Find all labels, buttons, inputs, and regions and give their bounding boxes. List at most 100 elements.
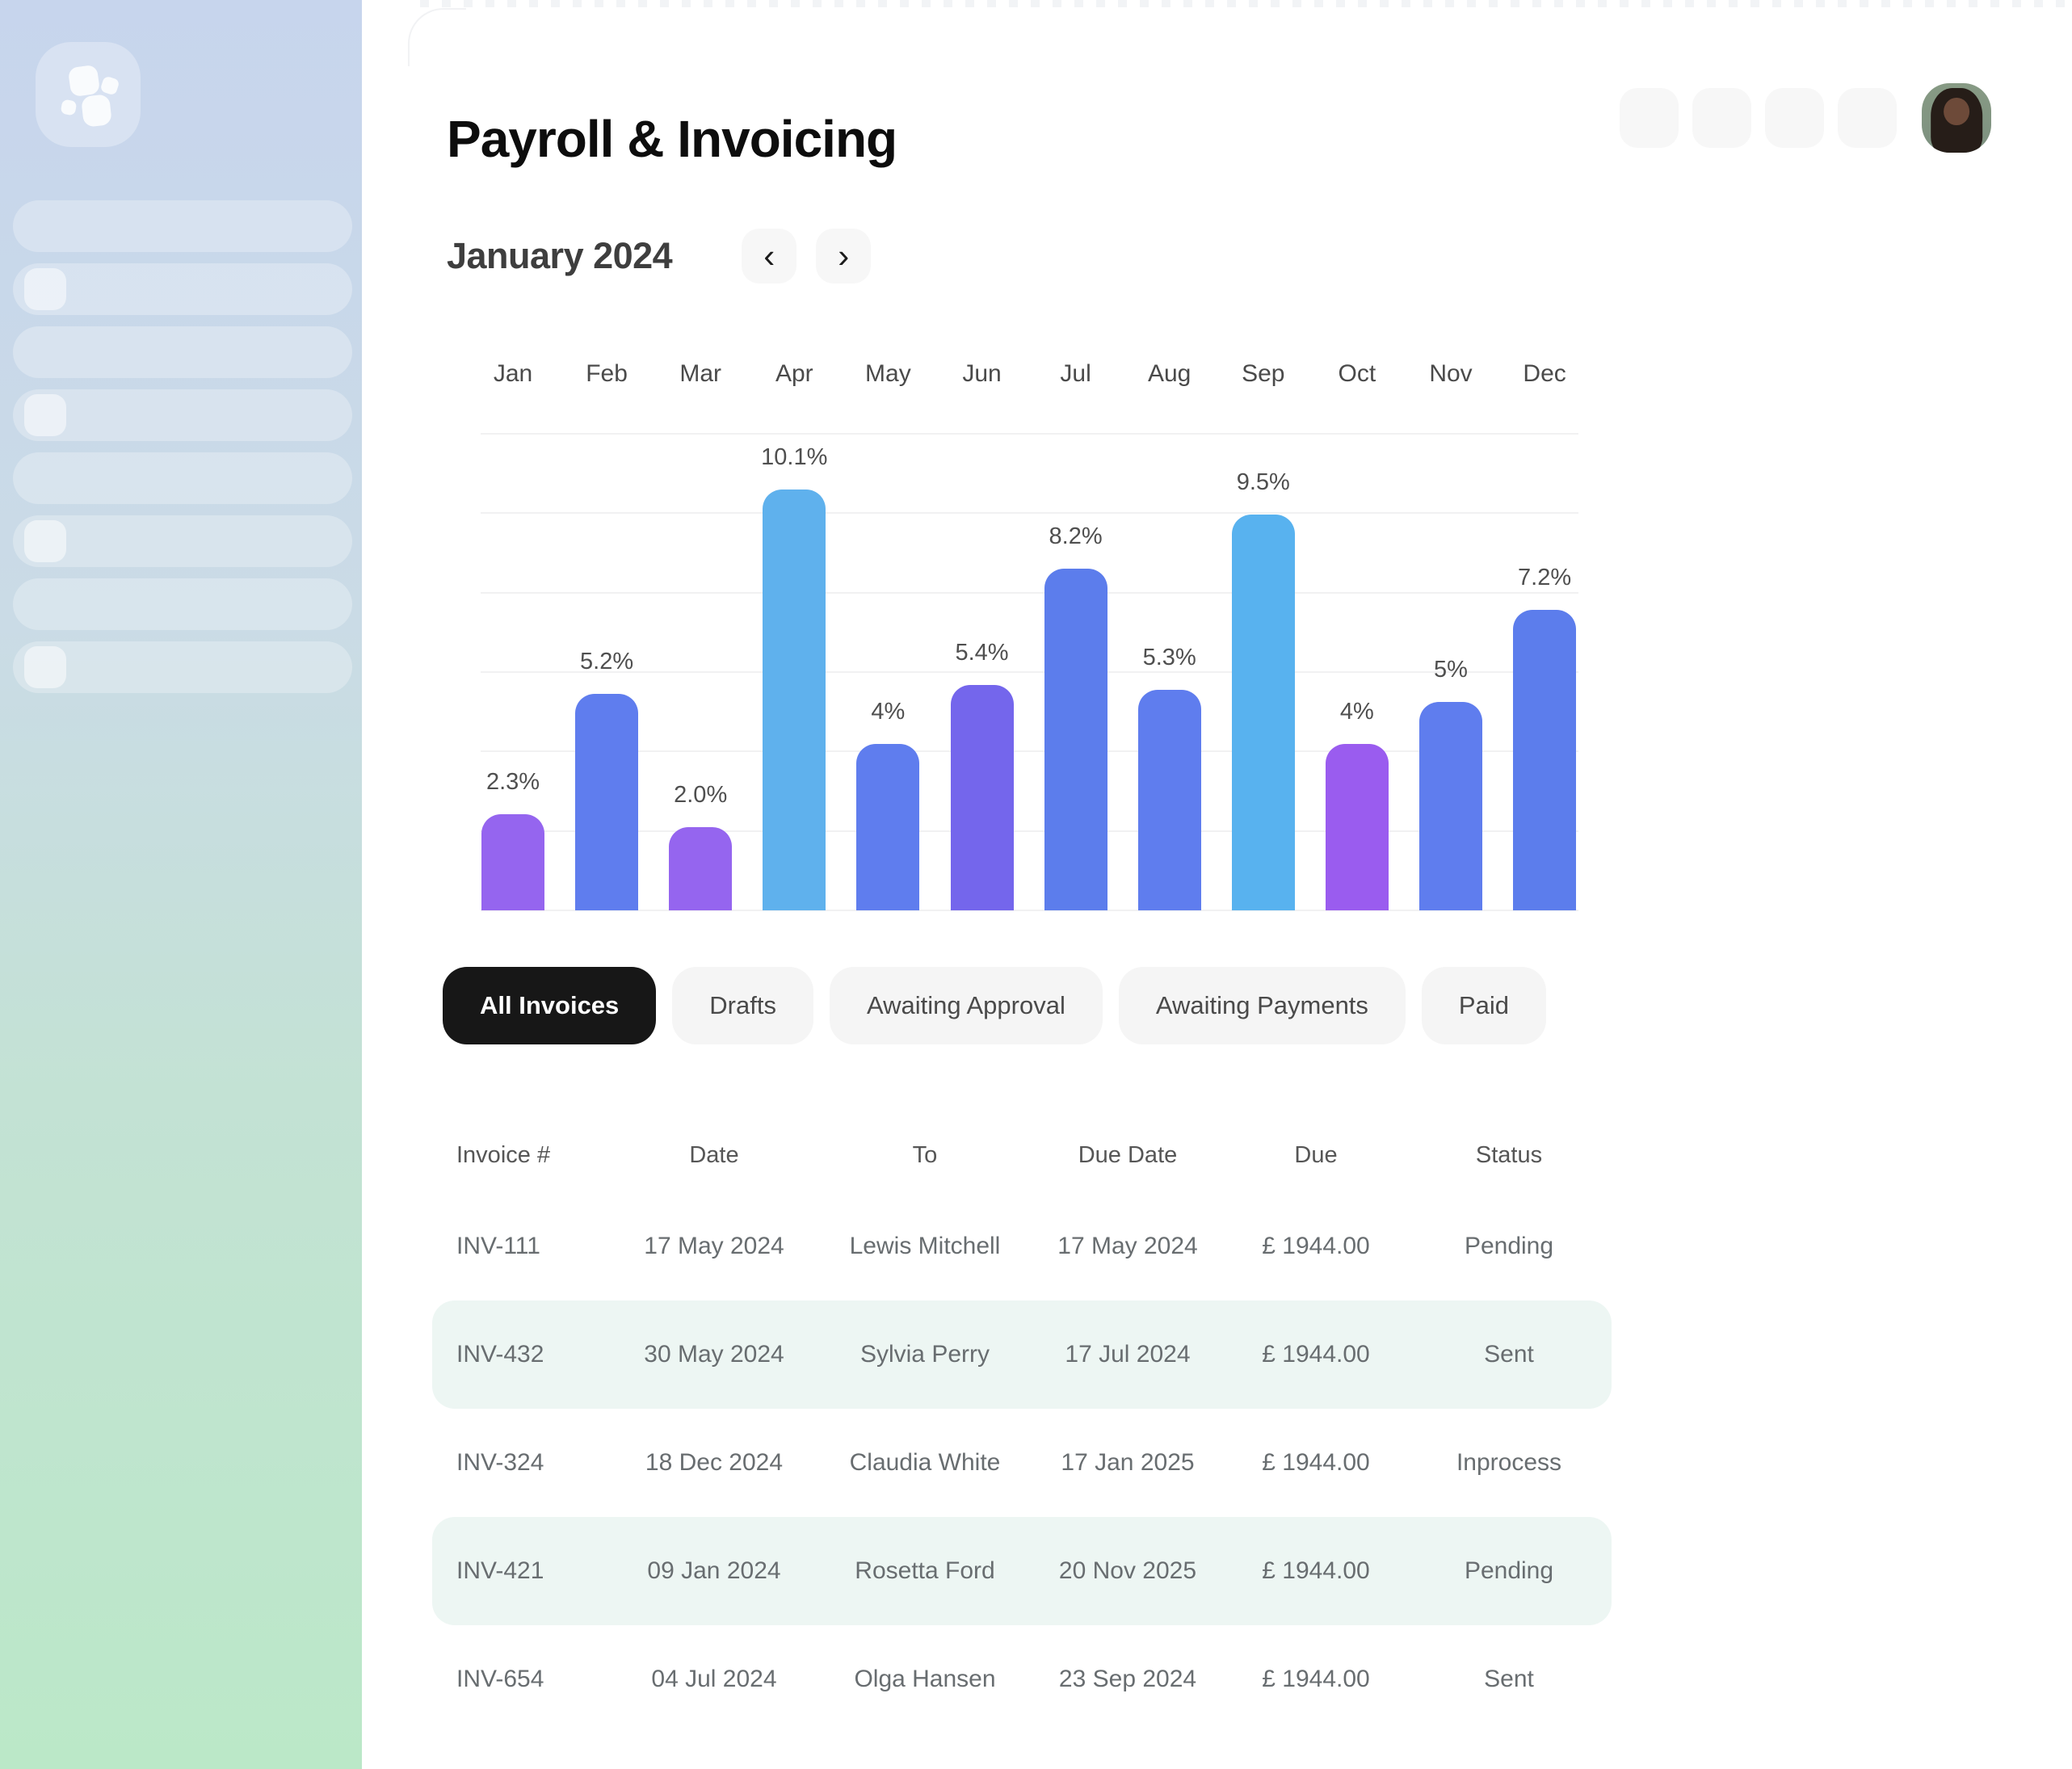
table-body: INV-111 17 May 2024 Lewis Mitchell 17 May 2… — [432, 1192, 1612, 1733]
cell-due-date: 17 Jul 2024 — [1065, 1341, 1191, 1368]
cell-invoice: INV-654 — [456, 1666, 544, 1692]
bar-value-label: 4% — [871, 698, 906, 725]
header-actions — [1620, 83, 1991, 153]
x-axis-label: Nov — [1429, 360, 1473, 387]
sidebar-item-placeholder[interactable] — [13, 263, 352, 315]
cell-invoice: INV-432 — [456, 1341, 544, 1368]
filter-tab-awaiting-approval[interactable]: Awaiting Approval — [829, 967, 1103, 1044]
sidebar-item-placeholder[interactable] — [13, 326, 352, 378]
chart-column-jul: Jul 8.2% — [1029, 360, 1123, 911]
cell-due: £ 1944.00 — [1262, 1233, 1370, 1259]
cell-date: 18 Dec 2024 — [645, 1449, 784, 1476]
cell-status: Inprocess — [1456, 1449, 1562, 1476]
x-axis-label: Mar — [679, 360, 722, 387]
bar-may — [856, 743, 920, 910]
bar-value-label: 5.4% — [955, 640, 1009, 666]
cell-invoice: INV-324 — [456, 1449, 544, 1476]
sidebar — [0, 0, 362, 1769]
bar-nov — [1419, 702, 1482, 910]
x-axis-label: Jul — [1060, 360, 1091, 387]
x-axis-label: Apr — [775, 360, 813, 387]
cell-due-date: 20 Nov 2025 — [1058, 1557, 1197, 1584]
chevron-right-icon: › — [838, 237, 850, 275]
cell-due: £ 1944.00 — [1262, 1666, 1370, 1692]
sidebar-item-placeholder[interactable] — [13, 200, 352, 252]
filter-tab-awaiting-payments[interactable]: Awaiting Payments — [1118, 967, 1406, 1044]
chart-gridline — [481, 671, 1578, 673]
cell-date: 30 May 2024 — [644, 1341, 784, 1368]
bar-mar — [669, 826, 733, 910]
filter-tab-paid[interactable]: Paid — [1421, 967, 1546, 1044]
header-action-placeholder[interactable] — [1838, 88, 1897, 148]
invoice-table: Invoice # Date To Due Date Due Status INV-111… — [432, 1131, 1612, 1733]
bar-apr — [763, 489, 826, 910]
sidebar-item-placeholder[interactable] — [13, 641, 352, 693]
x-axis-label: Aug — [1147, 360, 1192, 387]
sidebar-item-icon-placeholder — [24, 394, 66, 436]
column-header-date: Date — [689, 1141, 739, 1168]
chart-column-sep: Sep 9.5% — [1217, 360, 1310, 911]
invoice-row-inv-654[interactable]: INV-654 04 Jul 2024 Olga Hansen 23 Sep 2024… — [432, 1625, 1612, 1733]
header-action-placeholder[interactable] — [1620, 88, 1679, 148]
cell-due-date: 17 Jan 2025 — [1061, 1449, 1195, 1476]
next-month-button[interactable]: › — [816, 229, 872, 284]
cell-due-date: 23 Sep 2024 — [1058, 1666, 1197, 1692]
sidebar-item-icon-placeholder — [24, 268, 66, 310]
cell-due: £ 1944.00 — [1262, 1341, 1370, 1368]
header-action-placeholder[interactable] — [1765, 88, 1824, 148]
header-action-placeholder[interactable] — [1692, 88, 1751, 148]
column-header-invoice-: Invoice # — [456, 1141, 551, 1168]
bar-value-label: 7.2% — [1518, 565, 1572, 591]
chart-gridline — [481, 830, 1578, 832]
cell-to: Lewis Mitchell — [849, 1233, 1001, 1259]
chart-gridline — [481, 910, 1578, 911]
x-axis-label: Oct — [1338, 360, 1376, 387]
cell-due-date: 17 May 2024 — [1057, 1233, 1198, 1259]
cell-invoice: INV-421 — [456, 1557, 544, 1584]
invoice-row-inv-421[interactable]: INV-421 09 Jan 2024 Rosetta Ford 20 Nov 202… — [432, 1517, 1612, 1625]
filter-tab-all-invoices[interactable]: All Invoices — [443, 967, 657, 1044]
top-edge-decoration — [420, 0, 2072, 7]
column-header-to: To — [912, 1141, 938, 1168]
previous-month-button[interactable]: ‹ — [742, 229, 797, 284]
chevron-left-icon: ‹ — [763, 237, 775, 275]
logo-shape-icon — [99, 75, 120, 96]
chart-column-jun: Jun 5.4% — [935, 360, 1029, 911]
chart-gridline — [481, 750, 1578, 753]
logo-shape-icon — [67, 64, 101, 98]
user-avatar[interactable] — [1922, 83, 1991, 153]
x-axis-label: May — [865, 360, 911, 387]
invoice-row-inv-432[interactable]: INV-432 30 May 2024 Sylvia Perry 17 Jul 202… — [432, 1300, 1612, 1409]
bar-value-label: 5.2% — [580, 648, 634, 674]
sidebar-item-placeholder[interactable] — [13, 515, 352, 567]
bar-dec — [1513, 610, 1577, 910]
avatar-silhouette-icon — [1944, 98, 1969, 126]
bar-jan — [481, 814, 544, 910]
chart-column-oct: Oct 4% — [1310, 360, 1404, 911]
period-selector: January 2024 ‹ › — [447, 229, 872, 284]
invoice-row-inv-324[interactable]: INV-324 18 Dec 2024 Claudia White 17 Jan 20… — [432, 1409, 1612, 1517]
chart-column-aug: Aug 5.3% — [1123, 360, 1217, 911]
column-header-due-date: Due Date — [1078, 1141, 1178, 1168]
x-axis-label: Feb — [586, 360, 628, 387]
cell-to: Rosetta Ford — [855, 1557, 995, 1584]
cell-to: Claudia White — [849, 1449, 1001, 1476]
bar-value-label: 2.0% — [674, 781, 728, 808]
column-header-due: Due — [1294, 1141, 1338, 1168]
cell-to: Olga Hansen — [854, 1666, 996, 1692]
sidebar-item-placeholder[interactable] — [13, 452, 352, 504]
page-title: Payroll & Invoicing — [447, 109, 897, 168]
filter-tab-drafts[interactable]: Drafts — [672, 967, 813, 1044]
chart-column-feb: Feb 5.2% — [560, 360, 654, 911]
period-label: January 2024 — [447, 235, 673, 276]
cell-date: 09 Jan 2024 — [647, 1557, 781, 1584]
app-logo[interactable] — [36, 42, 141, 147]
cell-date: 17 May 2024 — [644, 1233, 784, 1259]
bar-feb — [575, 693, 639, 910]
invoice-row-inv-111[interactable]: INV-111 17 May 2024 Lewis Mitchell 17 May 2… — [432, 1192, 1612, 1300]
sidebar-item-placeholder[interactable] — [13, 578, 352, 630]
sidebar-item-placeholder[interactable] — [13, 389, 352, 441]
chart-column-may: May 4% — [841, 360, 935, 911]
cell-due: £ 1944.00 — [1262, 1557, 1370, 1584]
